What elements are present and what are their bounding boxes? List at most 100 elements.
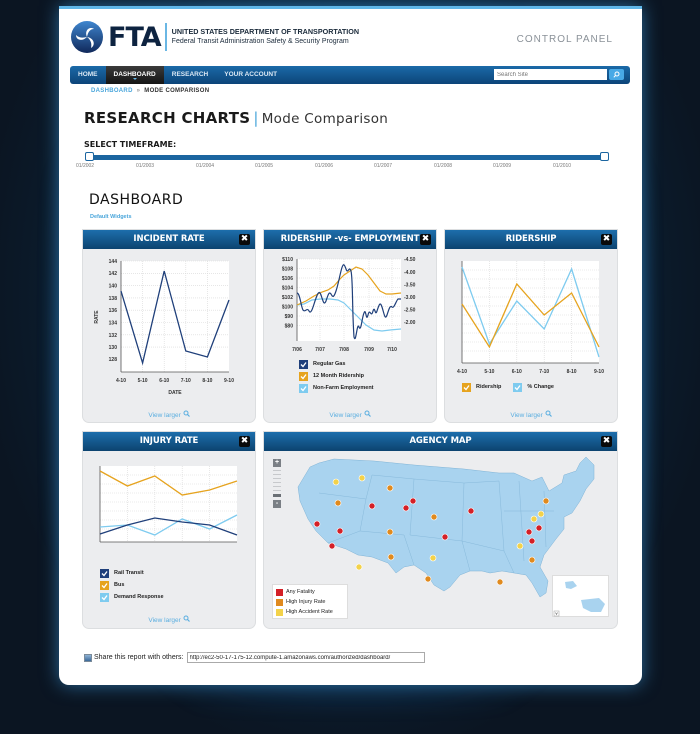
legend-high-injury-rate: High Injury Rate	[276, 597, 344, 607]
widget-title: RIDERSHIP -vs- EMPLOYMENT	[280, 234, 420, 244]
view-larger-link[interactable]: View larger	[83, 615, 255, 624]
page-container: FTA UNITED STATES DEPARTMENT OF TRANSPOR…	[59, 6, 642, 685]
chart-legend: Rail Transit Bus Demand Response	[100, 567, 164, 603]
svg-text:8-10: 8-10	[202, 378, 212, 384]
svg-text:132: 132	[109, 333, 118, 339]
svg-text:-2.50: -2.50	[404, 308, 416, 314]
svg-text:$110: $110	[282, 257, 293, 263]
nav-home[interactable]: HOME	[78, 71, 98, 78]
legend-ridership[interactable]: Ridership	[462, 381, 501, 393]
breadcrumb-separator: »	[136, 88, 141, 94]
incident-rate-chart: 144 142 140 138 136 134 132 130 128 RATE…	[94, 259, 234, 396]
timeframe-slider-track[interactable]	[89, 155, 605, 160]
legend-high-accident-rate: High Accident Rate	[276, 607, 344, 617]
checkbox-checked-icon[interactable]	[100, 568, 109, 578]
nav-your-account[interactable]: YOUR ACCOUNT	[224, 71, 278, 78]
close-icon[interactable]: ✖	[239, 436, 250, 447]
zoom-out-button[interactable]: -	[273, 500, 281, 508]
svg-text:-3.50: -3.50	[404, 283, 416, 289]
ridership-widget: RIDERSHIP ✖ 4-10 5-10 6-10 7-10 8-10 9-1…	[444, 229, 618, 423]
view-larger-link[interactable]: View larger	[83, 410, 255, 419]
org-line-1: UNITED STATES DEPARTMENT OF TRANSPORTATI…	[171, 27, 360, 36]
default-widgets-link[interactable]: Default Widgets	[90, 214, 132, 220]
svg-text:8-10: 8-10	[567, 369, 577, 375]
search-icon	[613, 71, 620, 78]
legend-demand-response[interactable]: Demand Response	[100, 591, 164, 603]
widget-header[interactable]: AGENCY MAP ✖	[264, 432, 617, 451]
checkbox-checked-icon[interactable]	[513, 382, 523, 392]
page-title-separator: |	[253, 109, 259, 127]
svg-text:-2.00: -2.00	[404, 320, 416, 326]
checkbox-checked-icon[interactable]	[299, 359, 308, 369]
timeframe-tick: 01/2007	[374, 163, 393, 169]
svg-text:-4.00: -4.00	[404, 270, 416, 276]
legend-non-farm-employment[interactable]: Non-Farm Employment	[299, 382, 374, 394]
checkbox-checked-icon[interactable]	[100, 580, 109, 590]
svg-text:-4.50: -4.50	[404, 257, 416, 263]
search-input[interactable]	[494, 69, 607, 80]
widget-header[interactable]: RIDERSHIP ✖	[445, 230, 617, 249]
close-icon[interactable]: ✖	[601, 436, 612, 447]
widget-header[interactable]: INJURY RATE ✖	[83, 432, 255, 451]
legend-bus[interactable]: Bus	[100, 579, 164, 591]
ridership-chart: 4-10 5-10 6-10 7-10 8-10 9-10	[457, 261, 604, 375]
timeframe-tick: 01/2002	[76, 163, 95, 169]
svg-text:7-10: 7-10	[181, 378, 191, 384]
timeframe-tick: 01/2006	[315, 163, 334, 169]
svg-text:$100: $100	[282, 305, 293, 311]
injury-rate-chart	[99, 466, 238, 543]
widget-header[interactable]: INCIDENT RATE ✖	[83, 230, 255, 249]
fta-logo[interactable]: FTA UNITED STATES DEPARTMENT OF TRANSPOR…	[70, 20, 359, 54]
org-line-2: Federal Transit Administration Safety & …	[171, 38, 349, 45]
org-name: UNITED STATES DEPARTMENT OF TRANSPORTATI…	[172, 27, 359, 47]
nav-dashboard[interactable]: DASHBOARD	[105, 66, 164, 84]
zoom-in-button[interactable]: +	[273, 459, 281, 467]
us-map[interactable]	[264, 451, 619, 629]
breadcrumb-dashboard-link[interactable]: DASHBOARD	[91, 88, 133, 94]
view-larger-link[interactable]: View larger	[264, 410, 436, 419]
timeframe-end-handle[interactable]	[600, 152, 609, 161]
widget-title: RIDERSHIP	[505, 234, 557, 244]
nav-research[interactable]: RESEARCH	[171, 71, 209, 78]
svg-text:134: 134	[109, 321, 118, 327]
breadcrumb: DASHBOARD » MODE COMPARISON	[91, 88, 209, 94]
svg-text:5-10: 5-10	[484, 369, 494, 375]
checkbox-checked-icon[interactable]	[100, 592, 109, 602]
close-icon[interactable]: ✖	[420, 234, 431, 245]
timeframe-tick: 01/2009	[493, 163, 512, 169]
svg-text:$104: $104	[282, 286, 293, 292]
svg-text:140: 140	[109, 284, 118, 290]
agency-map-widget: AGENCY MAP ✖	[263, 431, 618, 629]
magnifier-icon	[183, 410, 190, 417]
close-icon[interactable]: ✖	[239, 234, 250, 245]
close-icon[interactable]: ✖	[601, 234, 612, 245]
zoom-slider-thumb[interactable]	[273, 494, 281, 497]
widget-header[interactable]: RIDERSHIP -vs- EMPLOYMENT ✖	[264, 230, 436, 249]
control-panel-link[interactable]: CONTROL PANEL	[516, 34, 613, 45]
legend-12-month-ridership[interactable]: 12 Month Ridership	[299, 370, 374, 382]
timeframe-start-handle[interactable]	[85, 152, 94, 161]
share-url-field[interactable]	[186, 652, 425, 663]
logo-text: FTA	[108, 21, 162, 53]
svg-text:9-10: 9-10	[594, 369, 604, 375]
checkbox-checked-icon[interactable]	[299, 371, 308, 381]
checkbox-checked-icon[interactable]	[462, 382, 471, 392]
legend-rail-transit[interactable]: Rail Transit	[100, 567, 164, 579]
svg-text:144: 144	[109, 259, 118, 265]
svg-text:-3.00: -3.00	[404, 295, 416, 301]
svg-text:$106: $106	[282, 276, 293, 282]
checkbox-checked-icon[interactable]	[299, 383, 308, 393]
svg-text:7/07: 7/07	[315, 347, 325, 353]
svg-text:$90: $90	[285, 314, 294, 320]
map-overview-inset[interactable]	[552, 575, 609, 617]
svg-text:9-10: 9-10	[224, 378, 234, 384]
legend-percent-change[interactable]: % Change	[513, 381, 554, 393]
svg-text:6-10: 6-10	[159, 378, 169, 384]
search-button[interactable]	[609, 69, 624, 80]
logo-divider	[164, 23, 167, 51]
timeframe-tick: 01/2004	[196, 163, 215, 169]
svg-text:7/10: 7/10	[387, 347, 397, 353]
legend-regular-gas[interactable]: Regular Gas	[299, 358, 374, 370]
svg-text:138: 138	[109, 296, 118, 302]
view-larger-link[interactable]: View larger	[445, 410, 617, 419]
